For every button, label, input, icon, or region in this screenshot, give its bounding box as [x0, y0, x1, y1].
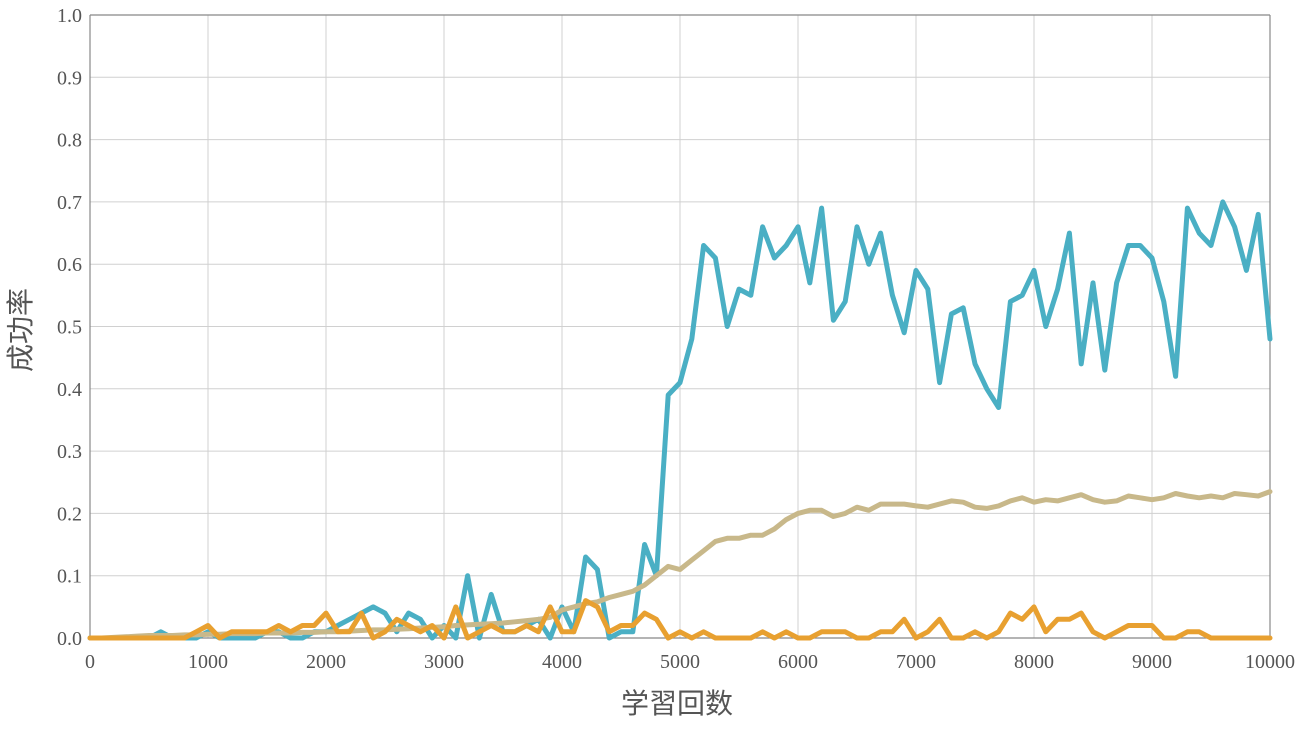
y-tick-labels: 0.0 0.1 0.2 0.3 0.4 0.5 0.6 0.7 0.8 0.9 1.0 — [57, 5, 82, 650]
x-tick-label: 1000 — [188, 651, 228, 673]
y-tick-label: 0.8 — [57, 130, 82, 152]
x-tick-label: 4000 — [542, 651, 582, 673]
x-tick-label: 6000 — [778, 651, 818, 673]
x-tick-label: 5000 — [660, 651, 700, 673]
x-tick-label: 2000 — [306, 651, 346, 673]
x-tick-label: 10000 — [1245, 651, 1295, 673]
y-axis-title: 成功率 — [4, 288, 37, 372]
series-line-2 — [87, 598, 1273, 641]
y-tick-label: 0.7 — [57, 192, 82, 214]
series-line-1 — [87, 199, 1273, 641]
x-tick-label: 0 — [85, 651, 95, 673]
y-tick-label: 0.2 — [57, 503, 82, 525]
y-tick-label: 0.6 — [57, 254, 82, 276]
chart-series — [87, 199, 1273, 641]
chart-grid — [89, 14, 1271, 639]
x-tick-labels: 0 1000 2000 3000 4000 5000 6000 7000 8000 9000 100… — [85, 651, 1295, 673]
y-tick-label: 0.5 — [57, 317, 82, 339]
y-tick-label: 0.3 — [57, 441, 82, 463]
x-tick-label: 7000 — [896, 651, 936, 673]
y-tick-label: 0.4 — [57, 379, 82, 401]
y-tick-label: 1.0 — [57, 5, 82, 27]
y-tick-label: 0.9 — [57, 67, 82, 89]
x-tick-label: 8000 — [1014, 651, 1054, 673]
y-tick-label: 0.1 — [57, 566, 82, 588]
y-tick-label: 0.0 — [57, 628, 82, 650]
x-tick-label: 3000 — [424, 651, 464, 673]
x-axis-title: 学習回数 — [621, 687, 733, 720]
series-line-3 — [87, 489, 1273, 641]
x-tick-label: 9000 — [1132, 651, 1172, 673]
